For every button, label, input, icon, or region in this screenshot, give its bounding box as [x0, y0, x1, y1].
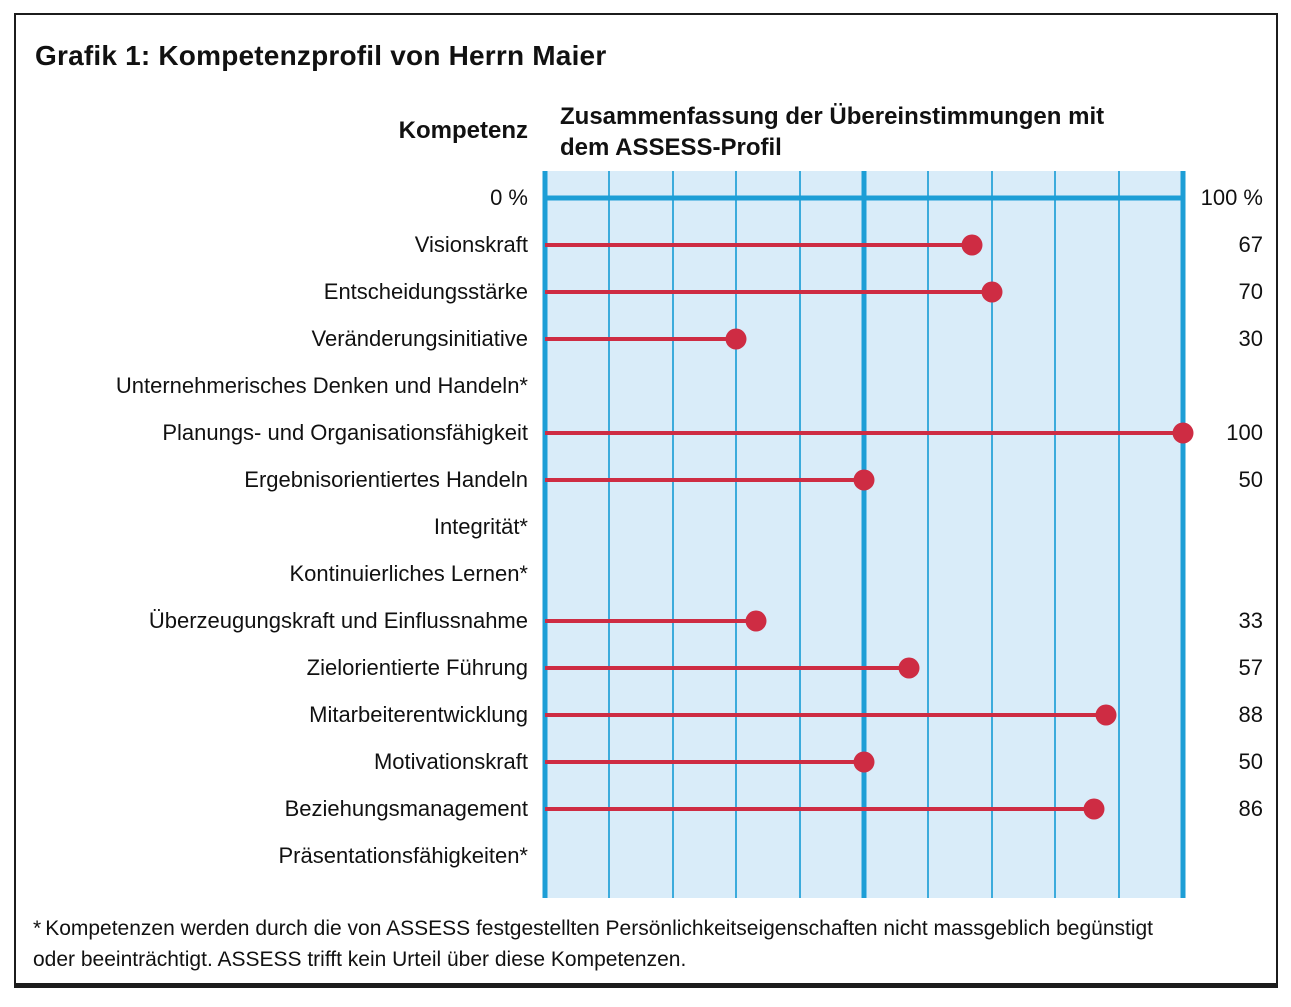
chart-area: [542, 171, 1194, 898]
gridline-90: [1118, 171, 1121, 898]
row-label: Beziehungsmanagement: [284, 796, 528, 821]
lollipop-line: [545, 478, 864, 482]
lollipop-dot: [853, 751, 875, 773]
column-header-kompetenz: Kompetenz: [398, 117, 528, 144]
row-label: Zielorientierte Führung: [306, 655, 528, 680]
row-value: 33: [1238, 608, 1263, 633]
row-label: Mitarbeiterentwicklung: [309, 702, 528, 727]
scale-label-left: 0 %: [490, 185, 528, 210]
row-label: Motivationskraft: [373, 749, 528, 774]
row-label: Planungs- und Organisationsfähigkeit: [162, 420, 528, 445]
lollipop-dot: [981, 281, 1003, 303]
gridline-60: [926, 171, 929, 898]
row-label: Integrität*: [433, 514, 528, 539]
lollipop-dot: [1172, 422, 1194, 444]
gridline-10: [607, 171, 610, 898]
row-label: Entscheidungsstärke: [323, 279, 528, 304]
lollipop-dot: [745, 610, 767, 632]
footnote-text1: Kompetenzen werden durch die von ASSESS …: [45, 917, 1154, 940]
lollipop-line: [545, 431, 1183, 435]
column-header-assess-line2: dem ASSESS-Profil: [560, 134, 782, 161]
lollipop-line: [545, 243, 973, 247]
figure-title: Grafik 1: Kompetenzprofil von Herrn Maie…: [35, 40, 607, 71]
row-value: 50: [1238, 749, 1263, 774]
row-value: 50: [1238, 467, 1263, 492]
row-value: 70: [1238, 279, 1263, 304]
lollipop-line: [545, 619, 756, 623]
gridline-20: [671, 171, 674, 898]
lollipop-dot: [725, 328, 747, 350]
lollipop-dot: [1095, 704, 1117, 726]
row-value: 88: [1238, 702, 1263, 727]
gridline-70: [990, 171, 993, 898]
gridline-80: [1054, 171, 1057, 898]
row-label: Überzeugungskraft und Einflussnahme: [148, 608, 528, 633]
gridline-50: [861, 171, 867, 898]
row-value: 100: [1226, 420, 1263, 445]
footnote-line2: oder beeinträchtigt. ASSESS trifft kein …: [33, 948, 687, 971]
gridline-30: [735, 171, 738, 898]
lollipop-line: [545, 290, 992, 294]
lollipop-line: [545, 807, 1094, 811]
row-label: Kontinuierliches Lernen*: [289, 561, 529, 586]
column-header-assess: Zusammenfassung der Übereinstimmungen mi…: [560, 101, 1104, 163]
footnote-line1: * Kompetenzen werden durch die von ASSESS…: [33, 913, 1261, 944]
row-label: Ergebnisorientiertes Handeln: [244, 467, 528, 492]
scale-baseline: [545, 195, 1183, 201]
gridline-100: [1180, 171, 1186, 898]
lollipop-line: [545, 760, 864, 764]
row-value: 57: [1238, 655, 1263, 680]
lollipop-line: [545, 713, 1107, 717]
row-value: 86: [1238, 796, 1263, 821]
lollipop-dot: [1083, 798, 1105, 820]
gridline-0: [542, 171, 548, 898]
lollipop-dot: [961, 234, 983, 256]
row-value: 30: [1238, 326, 1263, 351]
lollipop-line: [545, 337, 737, 341]
row-label: Präsentationsfähigkeiten*: [278, 843, 529, 868]
row-label: Veränderungsinitiative: [311, 326, 528, 351]
row-value: 67: [1238, 232, 1263, 257]
row-label: Visionskraft: [414, 232, 528, 257]
row-label: Unternehmerisches Denken und Handeln*: [115, 373, 528, 398]
footnote: * Kompetenzen werden durch die von ASSESS…: [33, 913, 1261, 975]
lollipop-dot: [898, 657, 920, 679]
gridline-40: [799, 171, 802, 898]
lollipop-dot: [853, 469, 875, 491]
footnote-asterisk: *: [33, 917, 42, 940]
scale-label-right: 100 %: [1200, 185, 1263, 210]
lollipop-line: [545, 666, 909, 670]
column-header-assess-line1: Zusammenfassung der Übereinstimmungen mi…: [560, 103, 1105, 130]
